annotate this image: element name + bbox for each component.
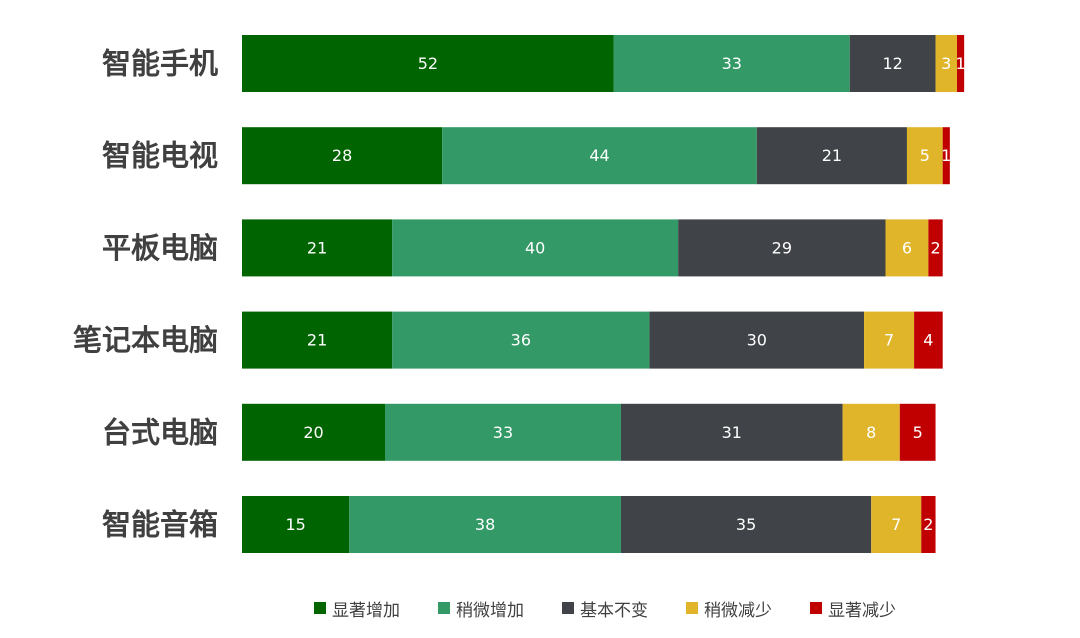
bar-segment bbox=[385, 403, 621, 461]
category-label: 笔记本电脑 bbox=[73, 323, 218, 357]
data-label: 21 bbox=[307, 238, 327, 257]
legend-item-0: 显著增加 bbox=[314, 594, 400, 622]
legend-label-3: 稍微减少 bbox=[704, 600, 772, 621]
bar-segment bbox=[928, 219, 943, 277]
data-label: 3 bbox=[941, 54, 951, 73]
bar-segment bbox=[899, 403, 936, 461]
data-label: 15 bbox=[285, 515, 305, 534]
bar-segment bbox=[678, 219, 886, 277]
bar-segment bbox=[914, 311, 943, 369]
data-label: 35 bbox=[736, 515, 756, 534]
data-label: 7 bbox=[884, 331, 894, 350]
bar-segment bbox=[392, 219, 679, 277]
data-label: 28 bbox=[332, 146, 352, 165]
bar-segment bbox=[620, 403, 843, 461]
bar-segment bbox=[349, 496, 621, 553]
category-label: 台式电脑 bbox=[102, 415, 218, 449]
bar-segment bbox=[864, 311, 915, 369]
category-label: 智能手机 bbox=[102, 47, 218, 81]
data-label: 29 bbox=[772, 238, 792, 257]
legend-label-1: 稍微增加 bbox=[456, 600, 524, 621]
bar-segment bbox=[756, 127, 907, 185]
legend-swatch-0 bbox=[314, 602, 326, 614]
data-label: 36 bbox=[511, 331, 531, 350]
legend-item-3: 稍微减少 bbox=[686, 594, 772, 622]
bar-segment bbox=[242, 127, 443, 185]
bar-segment bbox=[921, 496, 936, 553]
legend-label-0: 显著增加 bbox=[332, 600, 400, 621]
data-label: 5 bbox=[913, 423, 923, 442]
data-label: 20 bbox=[303, 423, 323, 442]
category-label: 智能电视 bbox=[102, 139, 218, 173]
bar-segment bbox=[242, 219, 393, 277]
bar-segment bbox=[620, 496, 872, 553]
bar-segment bbox=[392, 311, 650, 369]
data-label: 1 bbox=[941, 146, 951, 165]
data-label: 6 bbox=[902, 238, 912, 257]
data-label: 33 bbox=[493, 423, 513, 442]
bar-segment bbox=[885, 219, 929, 277]
data-label: 38 bbox=[475, 515, 495, 534]
legend-swatch-4 bbox=[810, 602, 822, 614]
data-label: 1 bbox=[955, 54, 965, 73]
data-label: 30 bbox=[747, 331, 767, 350]
bar-segment bbox=[935, 35, 957, 92]
bar-segment bbox=[242, 311, 393, 369]
bar-segment bbox=[242, 496, 350, 553]
bar-segment bbox=[906, 127, 943, 185]
bar-segment bbox=[849, 35, 936, 92]
data-label: 21 bbox=[822, 146, 842, 165]
legend-item-2: 基本不变 bbox=[562, 594, 648, 622]
data-label: 40 bbox=[525, 238, 545, 257]
data-label: 33 bbox=[722, 54, 742, 73]
bar-segment bbox=[242, 403, 385, 461]
data-label: 2 bbox=[923, 515, 933, 534]
legend-swatch-1 bbox=[438, 602, 450, 614]
legend-label-2: 基本不变 bbox=[580, 600, 648, 621]
data-label: 52 bbox=[418, 54, 438, 73]
bar-segment bbox=[957, 35, 965, 92]
data-label: 5 bbox=[920, 146, 930, 165]
data-label: 12 bbox=[882, 54, 902, 73]
bar-segment bbox=[871, 496, 922, 553]
bar-segment bbox=[942, 127, 950, 185]
data-label: 4 bbox=[923, 331, 933, 350]
data-label: 8 bbox=[866, 423, 876, 442]
data-label: 31 bbox=[722, 423, 742, 442]
legend-swatch-2 bbox=[562, 602, 574, 614]
data-label: 21 bbox=[307, 331, 327, 350]
bar-segment bbox=[842, 403, 900, 461]
data-label: 2 bbox=[930, 238, 940, 257]
bar-segment bbox=[442, 127, 757, 185]
bar-segment bbox=[649, 311, 865, 369]
data-label: 7 bbox=[891, 515, 901, 534]
legend-label-4: 显著减少 bbox=[828, 600, 896, 621]
data-label: 44 bbox=[589, 146, 609, 165]
category-label: 智能音箱 bbox=[102, 508, 218, 542]
legend-swatch-3 bbox=[686, 602, 698, 614]
legend-item-1: 稍微增加 bbox=[438, 594, 524, 622]
bar-segment bbox=[613, 35, 850, 92]
bar-segment bbox=[242, 35, 614, 92]
legend-item-4: 显著减少 bbox=[810, 594, 896, 622]
category-label: 平板电脑 bbox=[102, 231, 218, 265]
legend: 显著增加 稍微增加 基本不变 稍微减少 显著减少 bbox=[0, 594, 1080, 622]
